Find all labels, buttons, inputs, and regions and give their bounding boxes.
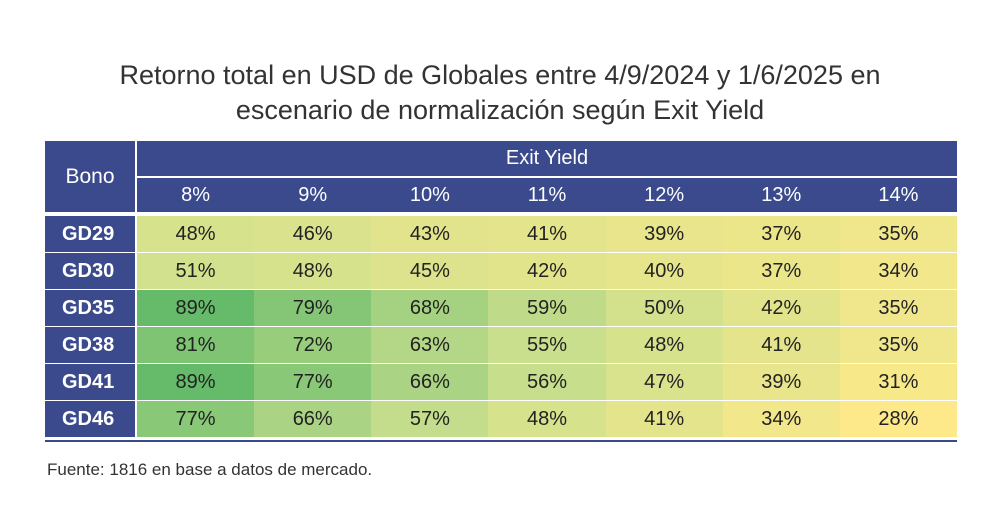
value-cell-gd41-14pct: 31%: [839, 364, 957, 400]
value-cell-gd46-14pct: 28%: [839, 401, 957, 437]
row-header-gd46: GD46: [45, 401, 135, 437]
value-cell-gd29-10pct: 43%: [371, 216, 489, 252]
source-note: Fuente: 1816 en base a datos de mercado.: [47, 460, 373, 479]
value-cell-gd41-9pct: 77%: [254, 364, 372, 400]
column-header-10pct: 10%: [371, 178, 489, 212]
value-cell-gd30-10pct: 45%: [371, 253, 489, 289]
value-cell-gd35-10pct: 68%: [371, 290, 489, 326]
row-header-gd30: GD30: [45, 253, 135, 289]
value-cell-gd38-10pct: 63%: [371, 327, 489, 363]
chart-title-line-2: escenario de normalización según Exit Yi…: [235, 95, 765, 125]
row-header-gd35: GD35: [45, 290, 135, 326]
value-cell-gd30-13pct: 37%: [722, 253, 840, 289]
value-cell-gd46-13pct: 34%: [722, 401, 840, 437]
value-cell-gd30-9pct: 48%: [254, 253, 372, 289]
value-cell-gd30-8pct: 51%: [137, 253, 255, 289]
chart-title: Retorno total en USD de Globales entre 4…: [0, 58, 1000, 128]
value-cell-gd41-10pct: 66%: [371, 364, 489, 400]
column-header-13pct: 13%: [722, 178, 840, 212]
column-header-14pct: 14%: [839, 178, 957, 212]
value-cell-gd46-9pct: 66%: [254, 401, 372, 437]
value-cell-gd30-12pct: 40%: [605, 253, 723, 289]
yield-return-table: Bono Exit Yield 8% 9% 10% 11% 12% 13% 14% GD29 4…: [45, 141, 957, 442]
value-cell-gd35-8pct: 89%: [137, 290, 255, 326]
value-cell-gd30-11pct: 42%: [488, 253, 606, 289]
column-header-11pct: 11%: [488, 178, 606, 212]
value-cell-gd38-13pct: 41%: [722, 327, 840, 363]
value-cell-gd46-8pct: 77%: [137, 401, 255, 437]
table-bottom-rule: [45, 440, 957, 442]
value-cell-gd29-12pct: 39%: [605, 216, 723, 252]
bono-header: Bono: [45, 141, 135, 212]
value-cell-gd35-11pct: 59%: [488, 290, 606, 326]
column-header-8pct: 8%: [137, 178, 255, 212]
value-cell-gd29-11pct: 41%: [488, 216, 606, 252]
value-cell-gd41-11pct: 56%: [488, 364, 606, 400]
value-cell-gd35-13pct: 42%: [722, 290, 840, 326]
value-cell-gd35-14pct: 35%: [839, 290, 957, 326]
value-cell-gd29-13pct: 37%: [722, 216, 840, 252]
row-header-gd29: GD29: [45, 216, 135, 252]
column-header-9pct: 9%: [254, 178, 372, 212]
value-cell-gd38-14pct: 35%: [839, 327, 957, 363]
value-cell-gd35-12pct: 50%: [605, 290, 723, 326]
value-cell-gd38-12pct: 48%: [605, 327, 723, 363]
value-cell-gd29-8pct: 48%: [137, 216, 255, 252]
value-cell-gd41-12pct: 47%: [605, 364, 723, 400]
value-cell-gd41-13pct: 39%: [722, 364, 840, 400]
value-cell-gd29-14pct: 35%: [839, 216, 957, 252]
value-cell-gd30-14pct: 34%: [839, 253, 957, 289]
value-cell-gd38-9pct: 72%: [254, 327, 372, 363]
exit-yield-header: Exit Yield: [137, 141, 957, 176]
value-cell-gd46-10pct: 57%: [371, 401, 489, 437]
value-cell-gd38-11pct: 55%: [488, 327, 606, 363]
chart-title-line-1: Retorno total en USD de Globales entre 4…: [119, 60, 881, 90]
row-header-gd38: GD38: [45, 327, 135, 363]
column-header-12pct: 12%: [605, 178, 723, 212]
value-cell-gd46-11pct: 48%: [488, 401, 606, 437]
value-cell-gd41-8pct: 89%: [137, 364, 255, 400]
value-cell-gd29-9pct: 46%: [254, 216, 372, 252]
row-header-gd41: GD41: [45, 364, 135, 400]
value-cell-gd35-9pct: 79%: [254, 290, 372, 326]
value-cell-gd38-8pct: 81%: [137, 327, 255, 363]
value-cell-gd46-12pct: 41%: [605, 401, 723, 437]
